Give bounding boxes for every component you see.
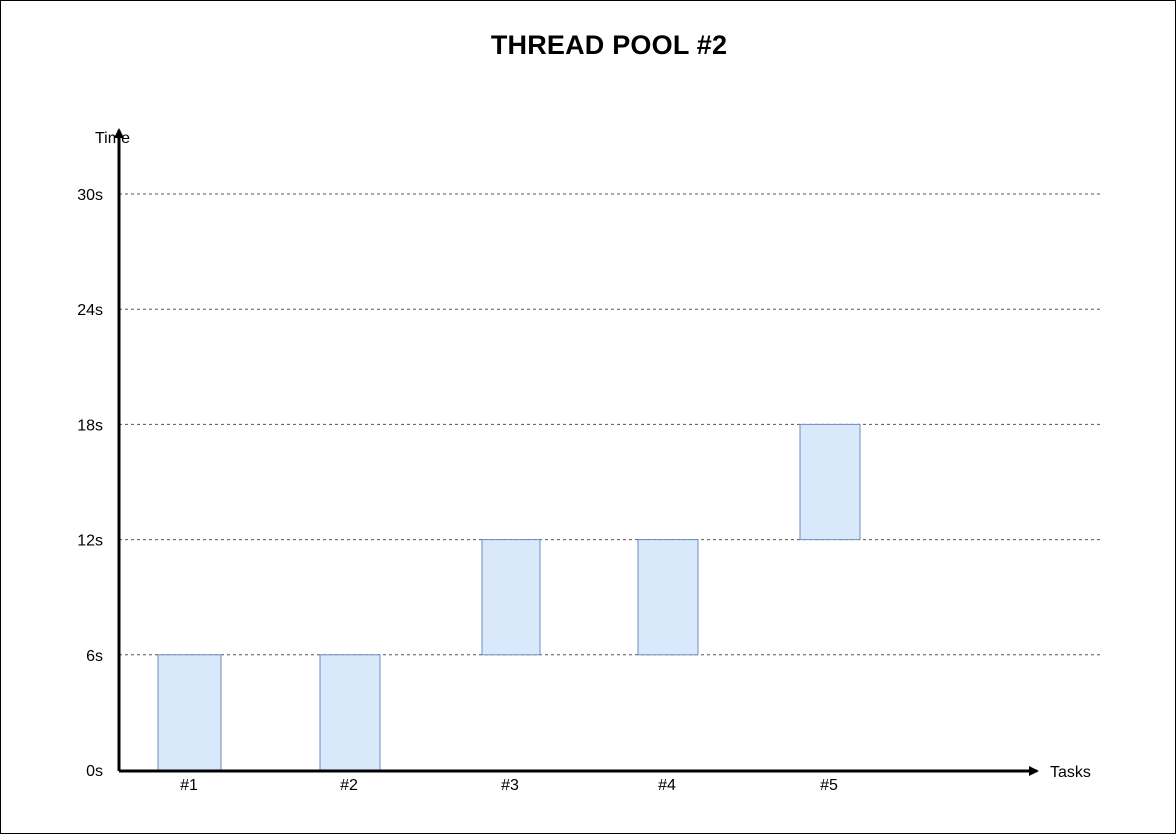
tick-layer: 0s 6s 12s 18s 24s 30s (77, 187, 103, 780)
bar-task-2 (319, 654, 381, 771)
category-layer: #1 #2 #3 #4 #5 (180, 777, 838, 794)
y-tick-label: 30s (77, 187, 103, 204)
bar-task-1 (157, 654, 222, 771)
axis-layer: Time Tasks (95, 128, 1091, 781)
y-tick-label: 0s (86, 763, 103, 780)
x-category-label: #2 (340, 777, 358, 794)
y-tick-label: 12s (77, 533, 103, 550)
grid-layer (119, 193, 1100, 656)
x-axis-label: Tasks (1050, 764, 1091, 781)
y-tick-label: 24s (77, 302, 103, 319)
bar-task-3 (481, 539, 541, 656)
bar-task-5 (799, 423, 861, 541)
x-category-label: #4 (658, 777, 676, 794)
x-category-label: #1 (180, 777, 198, 794)
bar-task-4 (637, 539, 699, 656)
y-tick-label: 18s (77, 417, 103, 434)
chart-title: THREAD POOL #2 (490, 30, 728, 60)
bar-layer (157, 423, 861, 771)
x-category-label: #3 (501, 777, 519, 794)
x-category-label: #5 (820, 777, 838, 794)
y-axis-label: Time (95, 130, 130, 147)
y-tick-label: 6s (86, 648, 103, 665)
